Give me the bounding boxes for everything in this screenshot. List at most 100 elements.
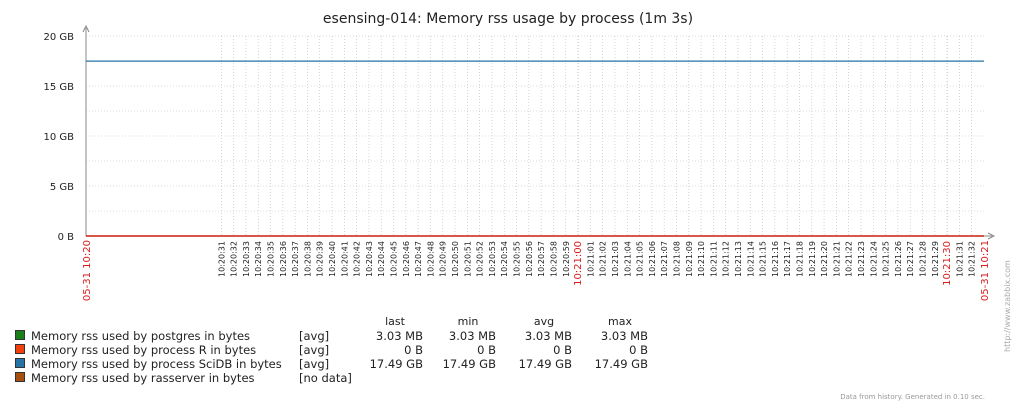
x-tick-label: 10:21:09: [685, 241, 694, 277]
zabbix-watermark: http://www.zabbix.com: [1003, 260, 1012, 352]
x-tick-label: 10:21:20: [820, 241, 829, 277]
x-tick-label: 10:21:02: [599, 241, 608, 277]
x-tick-label: 10:21:11: [709, 241, 718, 277]
x-tick-label: 10:21:23: [857, 241, 866, 277]
x-tick-label: 10:20:34: [254, 241, 263, 277]
x-tick-label: 10:20:46: [402, 241, 411, 277]
x-tick-label: 10:21:25: [882, 241, 891, 277]
legend-func: [avg]: [299, 357, 329, 371]
x-tick-label: 10:21:07: [660, 241, 669, 277]
legend-func: [avg]: [299, 343, 329, 357]
x-tick-label: 10:20:44: [377, 241, 386, 277]
x-tick-label: 10:20:58: [549, 241, 558, 277]
x-tick-label: 10:21:04: [623, 241, 632, 277]
legend-swatch: [15, 358, 25, 368]
x-tick-label: 10:20:59: [562, 241, 571, 277]
legend-func: [no data]: [299, 371, 352, 385]
x-tick-label: 10:21:12: [722, 241, 731, 277]
x-tick-label: 10:20:54: [500, 241, 509, 277]
y-tick-label: 20 GB: [43, 32, 74, 43]
x-tick-label: 10:20:35: [267, 241, 276, 277]
x-tick-label: 10:20:53: [488, 241, 497, 277]
x-tick-label: 10:21:32: [968, 241, 977, 277]
chart-title: esensing-014: Memory rss usage by proces…: [323, 11, 693, 27]
x-tick-label: 10:21:14: [746, 241, 755, 277]
x-tick-label: 10:21:17: [783, 241, 792, 277]
legend-min-value: 3.03 MB: [449, 329, 496, 343]
y-tick-label: 10 GB: [43, 132, 74, 143]
x-tick-label: 10:20:51: [463, 241, 472, 277]
x-tick-label: 10:21:31: [955, 241, 964, 277]
x-tick-label: 10:20:37: [291, 241, 300, 277]
legend-avg-value: 0 B: [553, 343, 572, 357]
x-tick-label: 10:21:30: [942, 241, 953, 286]
legend-last-value: 0 B: [404, 343, 423, 357]
x-end-label: 05-31 10:21: [980, 240, 991, 301]
x-tick-label: 10:21:03: [611, 241, 620, 277]
x-tick-label: 10:20:36: [279, 241, 288, 277]
x-tick-label: 10:20:57: [537, 241, 546, 277]
x-axis-ticks: 10:20:31 10:20:32 10:20:33 10:20:34 10:20:35…: [82, 240, 991, 301]
x-tick-label: 10:21:00: [573, 241, 584, 286]
footer-text: Data from history. Generated in 0.10 sec…: [840, 393, 985, 401]
x-tick-label: 10:20:38: [303, 241, 312, 277]
x-tick-label: 10:20:31: [217, 241, 226, 277]
x-tick-label: 10:20:33: [242, 241, 251, 277]
legend-header-min: min: [458, 315, 479, 328]
legend-max-value: 3.03 MB: [601, 329, 648, 343]
legend-swatch: [15, 344, 25, 354]
y-axis-ticks: 20 GB 15 GB 10 GB 5 GB 0 B: [43, 32, 74, 243]
x-tick-label: 10:20:45: [390, 241, 399, 277]
x-tick-label: 10:20:55: [513, 241, 522, 277]
x-tick-label: 10:21:10: [697, 241, 706, 277]
legend-label: Memory rss used by process SciDB in byte…: [31, 357, 282, 371]
legend-func: [avg]: [299, 329, 329, 343]
x-tick-label: 10:21:29: [931, 241, 940, 277]
legend-avg-value: 17.49 GB: [519, 357, 572, 371]
legend-avg-value: 3.03 MB: [525, 329, 572, 343]
x-tick-label: 10:21:08: [672, 241, 681, 277]
x-tick-label: 10:21:05: [636, 241, 645, 277]
x-tick-label: 10:20:42: [353, 241, 362, 277]
x-tick-label: 10:21:16: [771, 241, 780, 277]
x-tick-label: 10:21:24: [869, 241, 878, 277]
x-tick-label: 10:20:48: [426, 241, 435, 277]
y-tick-label: 15 GB: [43, 82, 74, 93]
x-tick-label: 10:21:19: [808, 241, 817, 277]
x-tick-label: 10:20:50: [451, 241, 460, 277]
legend-header-last: last: [385, 315, 406, 328]
legend-last-value: 3.03 MB: [376, 329, 423, 343]
x-tick-label: 10:21:27: [906, 241, 915, 277]
grid-layer: [82, 24, 996, 240]
legend-label: Memory rss used by process R in bytes: [31, 343, 256, 357]
x-tick-label: 10:21:06: [648, 241, 657, 277]
y-axis-arrow: [82, 24, 90, 33]
legend-label: Memory rss used by rasserver in bytes: [31, 371, 255, 385]
legend: last min avg max Memory rss used by postgres…: [15, 315, 648, 385]
legend-label: Memory rss used by postgres in bytes: [31, 329, 250, 343]
legend-swatch: [15, 330, 25, 340]
legend-header-max: max: [608, 315, 632, 328]
x-tick-label: 10:20:43: [365, 241, 374, 277]
x-tick-label: 10:21:22: [845, 241, 854, 277]
y-tick-label: 5 GB: [50, 182, 74, 193]
x-axis-arrow: [987, 232, 996, 240]
x-tick-label: 10:20:41: [340, 241, 349, 277]
legend-max-value: 0 B: [629, 343, 648, 357]
series-layer: [86, 60, 984, 237]
x-tick-label: 10:20:32: [230, 241, 239, 277]
legend-max-value: 17.49 GB: [595, 357, 648, 371]
x-tick-label: 10:21:01: [586, 241, 595, 277]
legend-min-value: 17.49 GB: [443, 357, 496, 371]
y-tick-label: 0 B: [58, 232, 75, 243]
legend-last-value: 17.49 GB: [370, 357, 423, 371]
x-tick-label: 10:20:52: [476, 241, 485, 277]
x-tick-label: 10:21:15: [759, 241, 768, 277]
x-start-label: 05-31 10:20: [82, 240, 93, 301]
x-tick-label: 10:21:13: [734, 241, 743, 277]
x-tick-label: 10:21:18: [795, 241, 804, 277]
x-tick-label: 10:20:49: [439, 241, 448, 277]
x-tick-label: 10:20:47: [414, 241, 423, 277]
x-tick-label: 10:21:21: [832, 241, 841, 277]
